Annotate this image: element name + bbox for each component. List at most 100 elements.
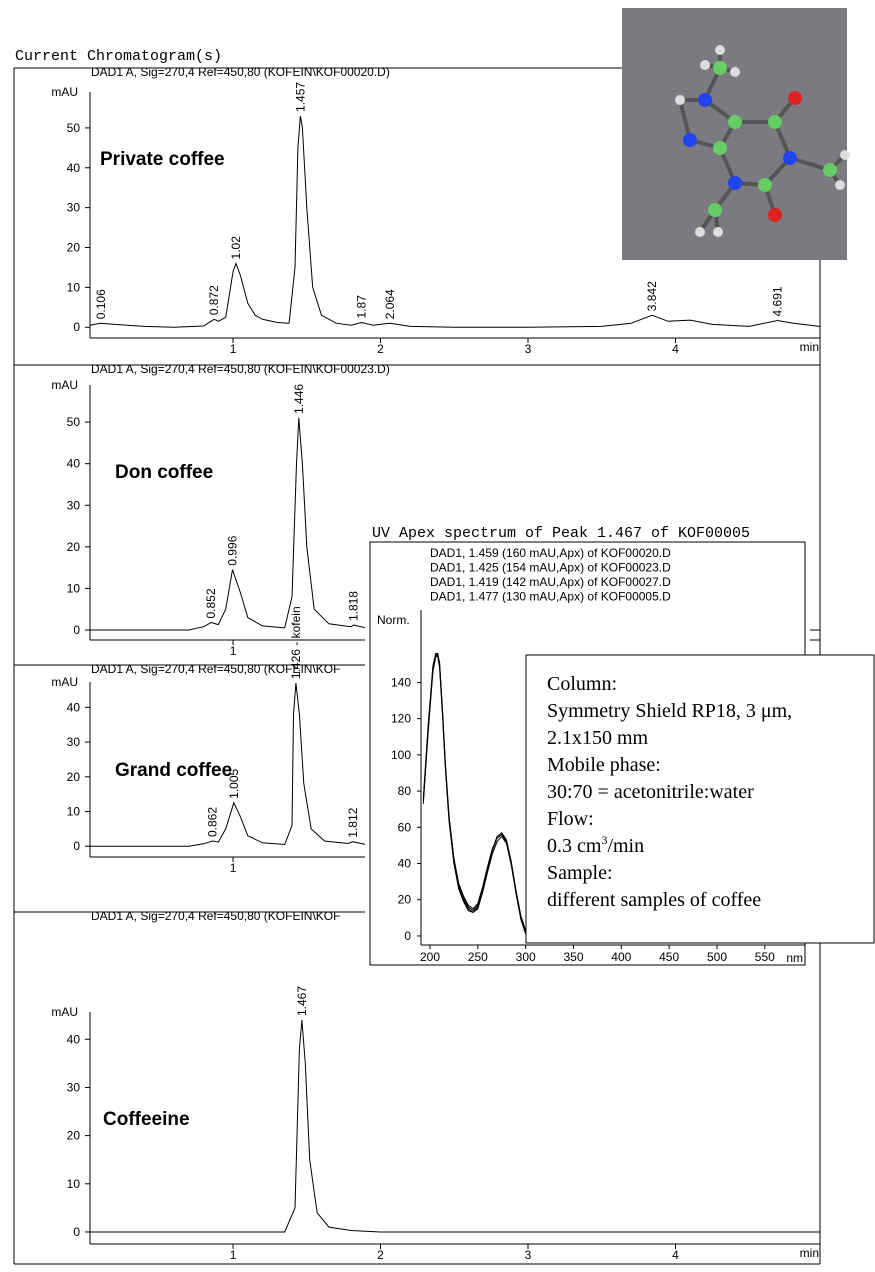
chart-annotation: Grand coffee <box>115 760 232 781</box>
y-tick-label: 140 <box>391 675 411 689</box>
info-line: Mobile phase: <box>547 754 661 776</box>
info-line: Column: <box>547 673 617 695</box>
x-tick-label: 2 <box>377 1248 384 1262</box>
molecule-atom <box>713 227 723 237</box>
peak-label: 0.852 <box>204 588 218 618</box>
peak-label: 4.691 <box>770 286 784 316</box>
x-tick-label: 450 <box>659 950 679 964</box>
chart-annotation: Coffeeine <box>103 1109 190 1130</box>
chart-subtitle: DAD1 A, Sig=270,4 Ref=450,80 (KOFEIN\KOF… <box>91 65 390 79</box>
spectrum-title: UV Apex spectrum of Peak 1.467 of KOF000… <box>372 525 750 542</box>
molecule-atom <box>713 61 727 75</box>
y-tick-label: 30 <box>67 1080 81 1094</box>
legend-entry: DAD1, 1.459 (160 mAU,Apx) of KOF00020.D <box>430 546 671 560</box>
x-tick-label: 250 <box>468 950 488 964</box>
peak-label: 0.106 <box>94 289 108 319</box>
molecule-image <box>622 8 847 260</box>
peak-label: 3.842 <box>645 281 659 311</box>
y-tick-label: 10 <box>67 280 81 294</box>
y-tick-label: 30 <box>67 201 81 215</box>
y-axis-label: mAU <box>51 1005 78 1019</box>
peak-label: 0.862 <box>206 807 220 837</box>
y-tick-label: 20 <box>67 540 81 554</box>
chart-annotation: Private coffee <box>100 149 225 170</box>
info-line: Symmetry Shield RP18, 3 μm, <box>547 700 792 722</box>
y-tick-label: 50 <box>67 415 81 429</box>
info-line: 30:70 = acetonitrile:water <box>547 781 754 803</box>
info-line: 0.3 cm3/min <box>547 833 644 857</box>
x-tick-label: 550 <box>755 950 775 964</box>
molecule-atom <box>840 150 850 160</box>
molecule-atom <box>758 178 772 192</box>
info-line: 2.1x150 mm <box>547 727 649 749</box>
x-tick-label: 2 <box>377 342 384 356</box>
x-tick-label: 300 <box>516 950 536 964</box>
peak-label: 1.467 <box>295 986 309 1016</box>
peak-label: 1.457 <box>293 82 307 112</box>
y-tick-label: 100 <box>391 748 411 762</box>
molecule-atom <box>768 115 782 129</box>
molecule-atom <box>728 176 742 190</box>
chart-subtitle: DAD1 A, Sig=270,4 Ref=450,80 (KOFEIN\KOF <box>91 909 340 923</box>
info-line: different samples of coffee <box>547 889 761 911</box>
molecule-atom <box>695 227 705 237</box>
molecule-atom <box>713 141 727 155</box>
y-tick-label: 0 <box>404 929 411 943</box>
legend-entry: DAD1, 1.477 (130 mAU,Apx) of KOF00005.D <box>430 590 671 604</box>
molecule-atom <box>683 133 697 147</box>
y-tick-label: 20 <box>398 893 412 907</box>
molecule-atom <box>835 180 845 190</box>
y-tick-label: 20 <box>67 770 81 784</box>
molecule-atom <box>708 203 722 217</box>
x-tick-label: 1 <box>230 644 237 658</box>
molecule-atom <box>783 151 797 165</box>
y-tick-label: 40 <box>67 700 81 714</box>
y-tick-label: 10 <box>67 1177 81 1191</box>
x-tick-label: 4 <box>672 1248 679 1262</box>
molecule-atom <box>788 91 802 105</box>
x-tick-label: 350 <box>563 950 583 964</box>
peak-label: 2.064 <box>383 289 397 319</box>
info-line: Flow: <box>547 808 594 830</box>
x-tick-label: 1 <box>230 1248 237 1262</box>
y-tick-label: 10 <box>67 581 81 595</box>
x-tick-label: 1 <box>230 342 237 356</box>
y-tick-label: 0 <box>73 623 80 637</box>
molecule-atom <box>728 115 742 129</box>
x-tick-label: 3 <box>525 342 532 356</box>
x-tick-label: 1 <box>230 861 237 875</box>
info-text: /min <box>607 835 644 857</box>
chart-subtitle: DAD1 A, Sig=270,4 Ref=450,80 (KOFEIN\KOF <box>91 662 340 676</box>
header: Current Chromatogram(s) <box>15 48 222 65</box>
y-axis-label: mAU <box>51 675 78 689</box>
x-tick-label: 4 <box>672 342 679 356</box>
y-tick-label: 40 <box>67 161 81 175</box>
molecule-atom <box>730 67 740 77</box>
molecule-atom <box>698 93 712 107</box>
chart-annotation: Don coffee <box>115 462 213 483</box>
y-axis-label: Norm. <box>377 613 410 627</box>
peak-label: 1.87 <box>354 295 368 319</box>
x-tick-label: 200 <box>420 950 440 964</box>
x-axis-label: nm <box>786 951 803 965</box>
molecule-atom <box>823 163 837 177</box>
y-tick-label: 30 <box>67 498 81 512</box>
y-tick-label: 80 <box>398 784 412 798</box>
y-tick-label: 0 <box>73 320 80 334</box>
molecule-atom <box>675 95 685 105</box>
peak-label: 0.872 <box>207 285 221 315</box>
peak-label: 1.446 <box>292 384 306 414</box>
page: Current Chromatogram(s) DAD1 A, Sig=270,… <box>0 0 875 1272</box>
x-tick-label: 500 <box>707 950 727 964</box>
molecule-atom <box>715 45 725 55</box>
y-tick-label: 50 <box>67 121 81 135</box>
x-tick-label: 400 <box>611 950 631 964</box>
peak-label: 0.996 <box>225 535 239 565</box>
y-tick-label: 20 <box>67 1129 81 1143</box>
y-tick-label: 40 <box>398 857 412 871</box>
y-tick-label: 60 <box>398 820 412 834</box>
x-axis-label: min <box>800 340 819 354</box>
y-tick-label: 120 <box>391 712 411 726</box>
y-tick-label: 0 <box>73 839 80 853</box>
peak-label: 1.005 <box>227 768 241 798</box>
